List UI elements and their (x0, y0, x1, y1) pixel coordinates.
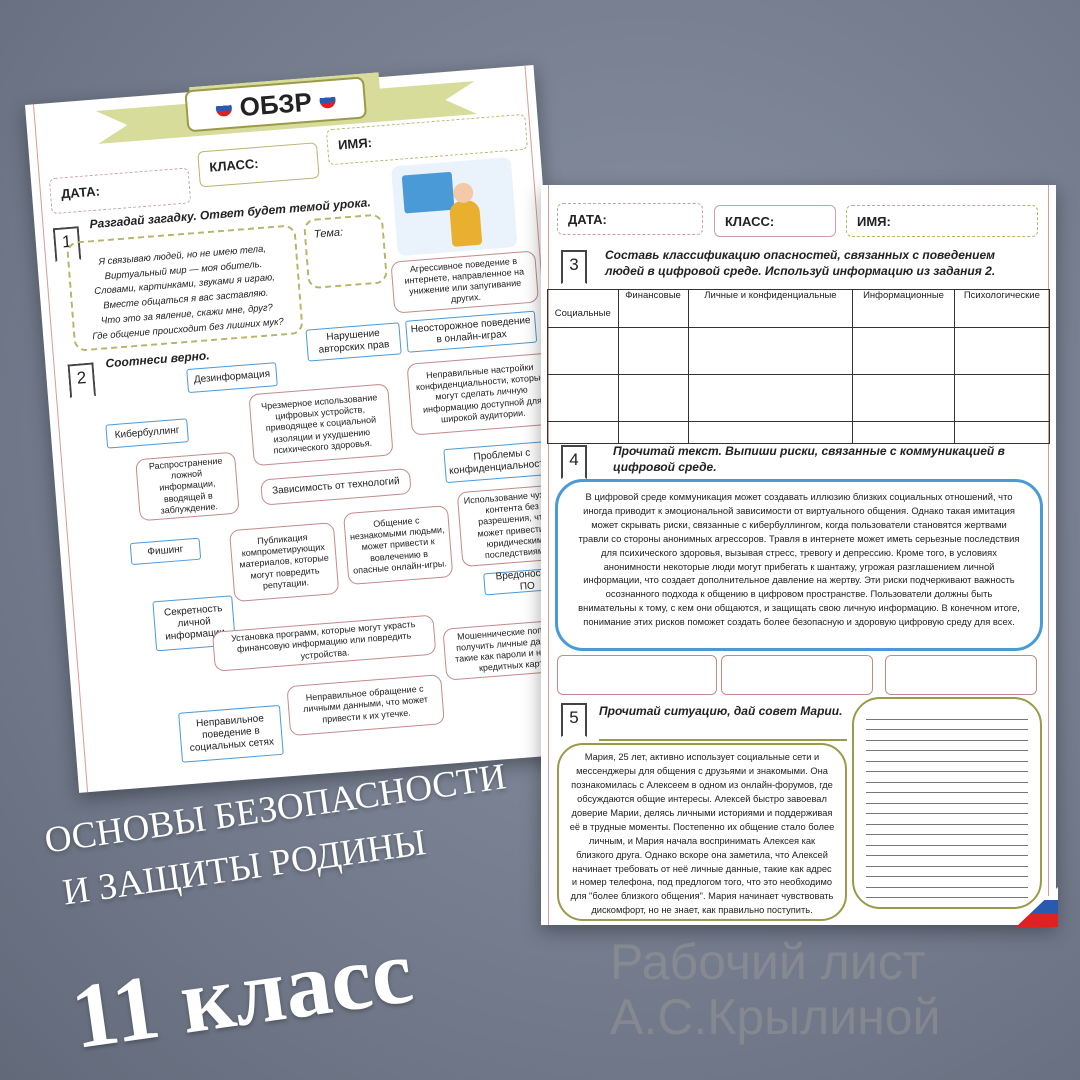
column-header: Личные и конфиденциальные (687, 289, 854, 328)
table-cell[interactable] (547, 421, 619, 444)
column-header: Финансовые (617, 289, 689, 328)
date-label: ДАТА: (60, 183, 101, 202)
illustration-people-video-call (390, 157, 518, 257)
task-title: Прочитай ситуацию, дай совет Марии. (599, 704, 843, 718)
table-cell[interactable] (852, 327, 955, 375)
term-card[interactable]: Неосторожное поведение в онлайн-играх (405, 310, 538, 353)
flag-icon (215, 99, 233, 118)
divider (599, 739, 847, 741)
table-cell[interactable] (617, 421, 689, 444)
date-label: ДАТА: (568, 212, 607, 227)
name-label: ИМЯ: (857, 214, 891, 229)
task-number-badge: 2 (67, 362, 96, 398)
term-card[interactable]: Кибербуллинг (105, 418, 189, 449)
table-cell[interactable] (547, 327, 619, 375)
task-number-badge: 5 (561, 703, 587, 737)
page-title: ОБЗР (238, 86, 313, 122)
margin-line (1048, 185, 1049, 925)
answer-box[interactable] (557, 655, 717, 695)
task-number-badge: 3 (561, 250, 587, 284)
table-cell[interactable] (687, 374, 854, 422)
column-header: Психологические (953, 289, 1051, 328)
table-cell[interactable] (617, 374, 689, 422)
watermark: Рабочий лист А.С.Крылиной (610, 934, 941, 1045)
reading-text-box: В цифровой среде коммуникация может созд… (555, 479, 1043, 651)
classification-table: Социальные Финансовые Личные и конфиденц… (547, 289, 1051, 444)
table-cell[interactable] (687, 421, 854, 444)
table-cell[interactable] (953, 374, 1051, 422)
answer-box[interactable] (885, 655, 1037, 695)
answer-box[interactable] (721, 655, 873, 695)
table-cell[interactable] (852, 421, 955, 444)
class-label: КЛАСС: (208, 155, 260, 175)
table-cell[interactable] (547, 374, 619, 422)
term-card[interactable]: Нарушение авторских прав (305, 322, 402, 362)
class-field[interactable]: КЛАСС: (197, 142, 320, 188)
topic-label: Тема: (313, 226, 344, 241)
date-field[interactable]: ДАТА: (48, 167, 192, 215)
name-label: ИМЯ: (337, 134, 373, 153)
definition-card[interactable]: Агрессивное поведение в интернете, напра… (390, 250, 540, 314)
date-field[interactable]: ДАТА: (557, 203, 703, 235)
topic-box[interactable]: Тема: (302, 213, 389, 290)
situation-text-box: Мария, 25 лет, активно использует социал… (557, 743, 847, 921)
name-field[interactable]: ИМЯ: (846, 205, 1038, 237)
task-number: 2 (76, 368, 88, 388)
table-cell[interactable] (852, 374, 955, 422)
definition-card[interactable]: Неправильные настройки конфиденциальност… (406, 352, 557, 436)
table-cell[interactable] (953, 421, 1051, 444)
definition-card[interactable]: Распространение ложной информации, вводя… (135, 451, 240, 522)
definition-card[interactable]: Публикация компрометирующих материалов, … (228, 522, 340, 603)
term-card[interactable]: Неправильное поведение в социальных сетя… (178, 704, 284, 763)
definition-card[interactable]: Установка программ, которые могут украст… (211, 614, 437, 672)
table-cell[interactable] (953, 327, 1051, 375)
definition-card[interactable]: Чрезмерное использование цифровых устрой… (248, 383, 394, 467)
term-card[interactable]: Зависимость от технологий (260, 467, 412, 506)
grade-title: 11 класс (65, 919, 419, 1068)
task-title: Составь классификацию опасностей, связан… (605, 248, 996, 279)
margin-line (548, 185, 549, 925)
class-label: КЛАСС: (725, 214, 775, 229)
task-number: 4 (569, 450, 579, 469)
table-cell[interactable] (687, 327, 854, 375)
task-number: 5 (569, 708, 579, 727)
flag-icon (319, 91, 337, 109)
column-header: Информационные (852, 289, 955, 328)
table-cell[interactable] (617, 327, 689, 375)
class-field[interactable]: КЛАСС: (714, 205, 836, 237)
task-title: Прочитай текст. Выпиши риски, связанные … (613, 444, 1005, 475)
definition-card[interactable]: Неправильное обращение с личными данными… (286, 674, 445, 737)
term-card[interactable]: Фишинг (129, 537, 202, 566)
term-card[interactable]: Дезинформация (186, 362, 278, 394)
column-header: Социальные (547, 289, 619, 328)
task-number-badge: 4 (561, 445, 587, 479)
worksheet-page-1: ОБЗР ДАТА: КЛАСС: ИМЯ: 1 Разгадай загадк… (25, 65, 588, 793)
definition-card[interactable]: Общение с незнакомыми людьми, может прив… (343, 505, 454, 586)
answer-lines-box[interactable] (852, 697, 1042, 909)
task-number: 3 (569, 255, 579, 274)
riddle-box: Я связываю людей, но не имею тела, Вирту… (65, 224, 304, 352)
worksheet-page-2: ДАТА: КЛАСС: ИМЯ: 3 Составь классификаци… (541, 185, 1058, 927)
